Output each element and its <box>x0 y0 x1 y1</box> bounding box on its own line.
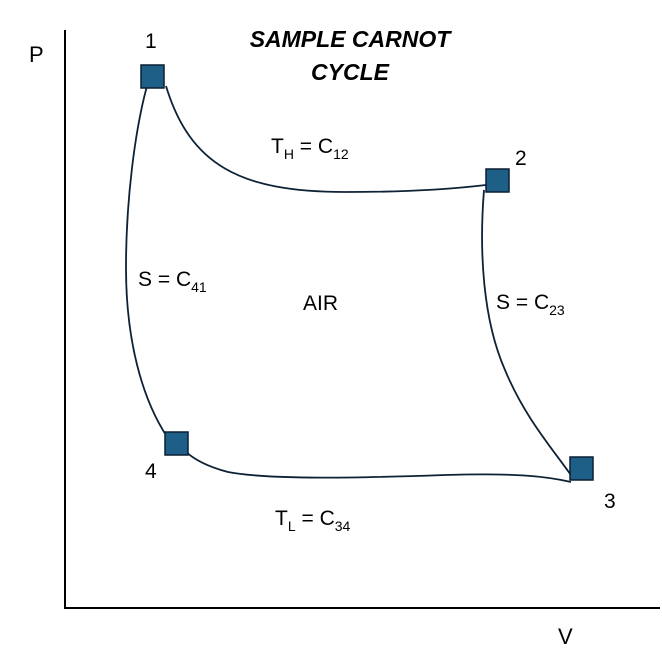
state-marker-1 <box>140 64 165 89</box>
diagram-title-line1: SAMPLE CARNOT <box>250 26 453 52</box>
process-label-2-3: S = C23 <box>496 291 565 318</box>
process-4-1-symbol: S <box>138 268 152 291</box>
process-1-2-subscript: H <box>284 146 294 162</box>
state-label-1: 1 <box>145 30 157 53</box>
process-2-3-symbol: S <box>496 291 510 314</box>
x-axis-label: V <box>558 624 573 649</box>
process-3-4-symbol: T <box>275 507 288 530</box>
state-marker-2 <box>485 168 510 193</box>
working-fluid-label: AIR <box>303 292 338 315</box>
process-1-2-constant: C <box>318 135 333 158</box>
process-1-2-symbol: T <box>271 135 284 158</box>
process-4-1-constant-subscript: 41 <box>191 279 207 295</box>
state-label-4: 4 <box>145 460 157 483</box>
process-1-2-constant-subscript: 12 <box>333 146 349 162</box>
process-2-3-constant-subscript: 23 <box>549 302 565 318</box>
process-1-2-equals: = <box>294 135 318 158</box>
process-3-4-equals: = <box>296 507 320 530</box>
state-marker-3 <box>569 456 594 481</box>
process-4-1-equals: = <box>152 268 176 291</box>
process-3-4-constant: C <box>320 507 335 530</box>
process-2-3-equals: = <box>510 291 534 314</box>
state-label-3: 3 <box>604 490 616 513</box>
process-3-4-subscript: L <box>288 518 296 534</box>
process-label-1-2: TH = C12 <box>271 135 349 162</box>
process-3-4-constant-subscript: 34 <box>335 518 351 534</box>
process-curve-1-2 <box>165 85 487 193</box>
diagram-title-line2: CYCLE <box>311 59 390 85</box>
state-label-2: 2 <box>515 147 527 170</box>
process-label-4-1: S = C41 <box>138 268 207 295</box>
process-2-3-constant: C <box>534 291 549 314</box>
process-curve-3-4 <box>183 449 572 483</box>
process-curve-2-3 <box>481 189 574 479</box>
process-label-3-4: TL = C34 <box>275 507 351 534</box>
y-axis-label: P <box>29 42 44 67</box>
state-marker-4 <box>164 431 189 456</box>
process-curve-4-1 <box>125 85 173 445</box>
process-4-1-constant: C <box>176 268 191 291</box>
